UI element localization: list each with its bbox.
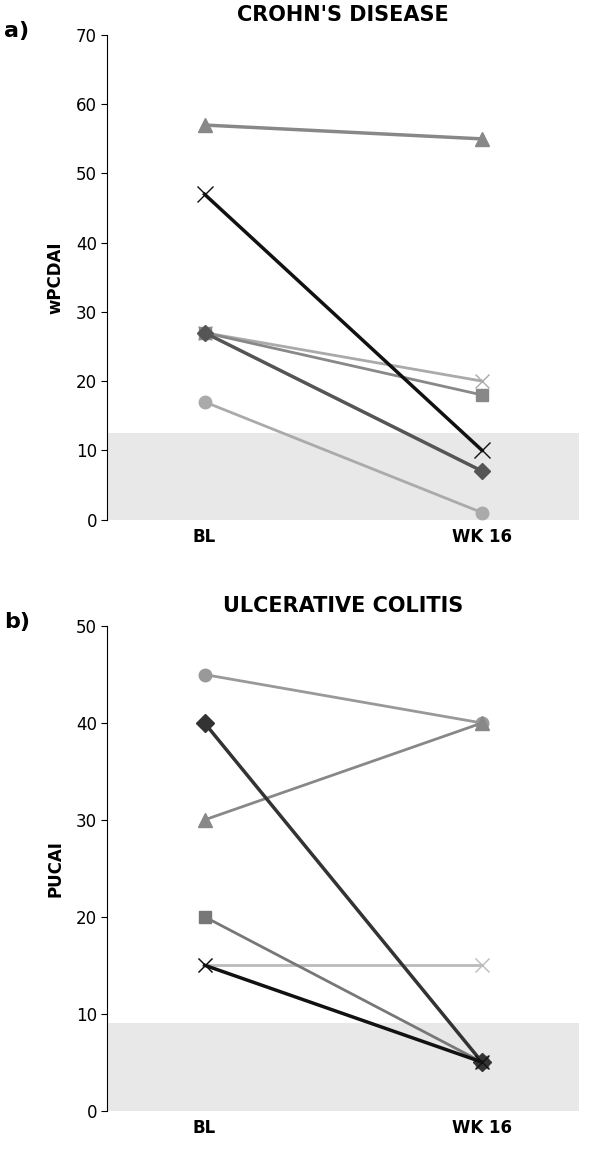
Title: ULCERATIVE COLITIS: ULCERATIVE COLITIS: [223, 596, 463, 616]
Bar: [107, 1023, 579, 1111]
Text: a): a): [4, 21, 29, 41]
Bar: [107, 433, 579, 519]
Text: b): b): [4, 611, 30, 631]
Y-axis label: PUCAI: PUCAI: [47, 839, 65, 897]
Title: CROHN'S DISEASE: CROHN'S DISEASE: [238, 5, 449, 26]
Y-axis label: wPCDAI: wPCDAI: [47, 241, 65, 313]
